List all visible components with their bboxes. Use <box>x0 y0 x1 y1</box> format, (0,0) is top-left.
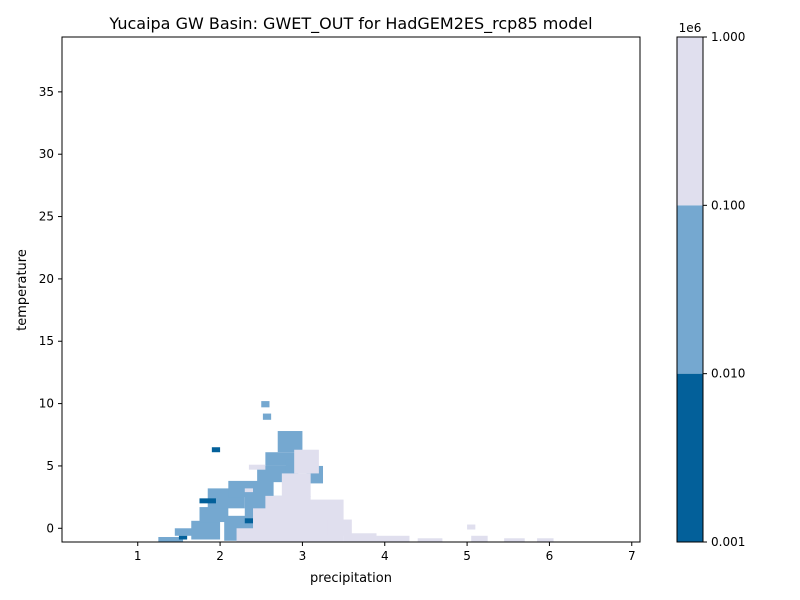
contour-region-high-33 <box>248 464 266 470</box>
y-tick-label: 25 <box>39 210 54 224</box>
plot-area <box>158 401 554 542</box>
y-tick-label: 0 <box>46 521 54 535</box>
contour-region-low-18 <box>178 535 188 540</box>
contour-region-mid-0 <box>158 537 184 542</box>
contour-region-high-29 <box>471 535 488 542</box>
x-tick-label: 3 <box>299 549 307 563</box>
contour-region-high-25 <box>327 519 352 536</box>
x-tick-label: 4 <box>381 549 389 563</box>
colorbar: 0.001 0.010 0.100 1.000 <box>676 30 745 549</box>
contour-region-high-26 <box>343 533 377 542</box>
contour-region-low-17 <box>244 518 254 524</box>
x-tick-label: 7 <box>628 549 636 563</box>
y-tick-label: 5 <box>46 459 54 473</box>
x-tick-label: 6 <box>546 549 554 563</box>
x-tick-label: 2 <box>216 549 224 563</box>
y-tick-label: 10 <box>39 397 54 411</box>
contour-region-mid-12 <box>262 413 272 420</box>
y-axis: 0 5 10 15 20 25 30 35 <box>39 85 62 535</box>
contour-region-mid-11 <box>261 401 270 408</box>
contour-region-high-23 <box>294 449 319 474</box>
colorbar-frame <box>676 36 704 543</box>
y-tick-label: 20 <box>39 272 54 286</box>
contour-region-high-28 <box>417 538 443 542</box>
contour-region-high-32 <box>537 538 554 542</box>
colorbar-tick-label: 0.010 <box>711 367 745 381</box>
colorbar-offset-label: 1e6 <box>679 21 702 35</box>
contour-region-mid-10 <box>277 431 303 453</box>
contour-region-mid-1 <box>174 528 196 536</box>
chart-title: Yucaipa GW Basin: GWET_OUT for HadGEM2ES… <box>108 14 592 34</box>
contour-region-high-30 <box>467 524 476 530</box>
contour-region-high-19 <box>236 528 270 542</box>
x-axis: 1 2 3 4 5 6 7 <box>134 542 636 563</box>
colorbar-tick-label: 1.000 <box>711 30 745 44</box>
colorbar-tick-label: 0.100 <box>711 198 745 212</box>
contour-region-high-31 <box>504 538 525 542</box>
colorbar-tick-label: 0.001 <box>711 535 745 549</box>
y-tick-label: 30 <box>39 147 54 161</box>
contour-region-high-22 <box>281 473 311 498</box>
y-tick-label: 15 <box>39 334 54 348</box>
colorbar-band <box>677 37 703 206</box>
x-tick-label: 1 <box>134 549 142 563</box>
contour-region-low-15 <box>211 447 221 453</box>
x-tick-label: 5 <box>463 549 471 563</box>
contour-region-low-16 <box>199 498 216 504</box>
contour-region-mid-3 <box>199 507 229 523</box>
contour-region-high-34 <box>244 488 254 493</box>
contour-region-high-27 <box>376 535 410 542</box>
plot-frame <box>61 36 641 543</box>
contour-region-mid-2 <box>191 520 221 540</box>
y-axis-label: temperature <box>15 249 30 331</box>
colorbar-band <box>677 205 703 374</box>
y-tick-label: 35 <box>39 85 54 99</box>
x-axis-label: precipitation <box>310 571 392 586</box>
colorbar-band <box>677 373 703 542</box>
